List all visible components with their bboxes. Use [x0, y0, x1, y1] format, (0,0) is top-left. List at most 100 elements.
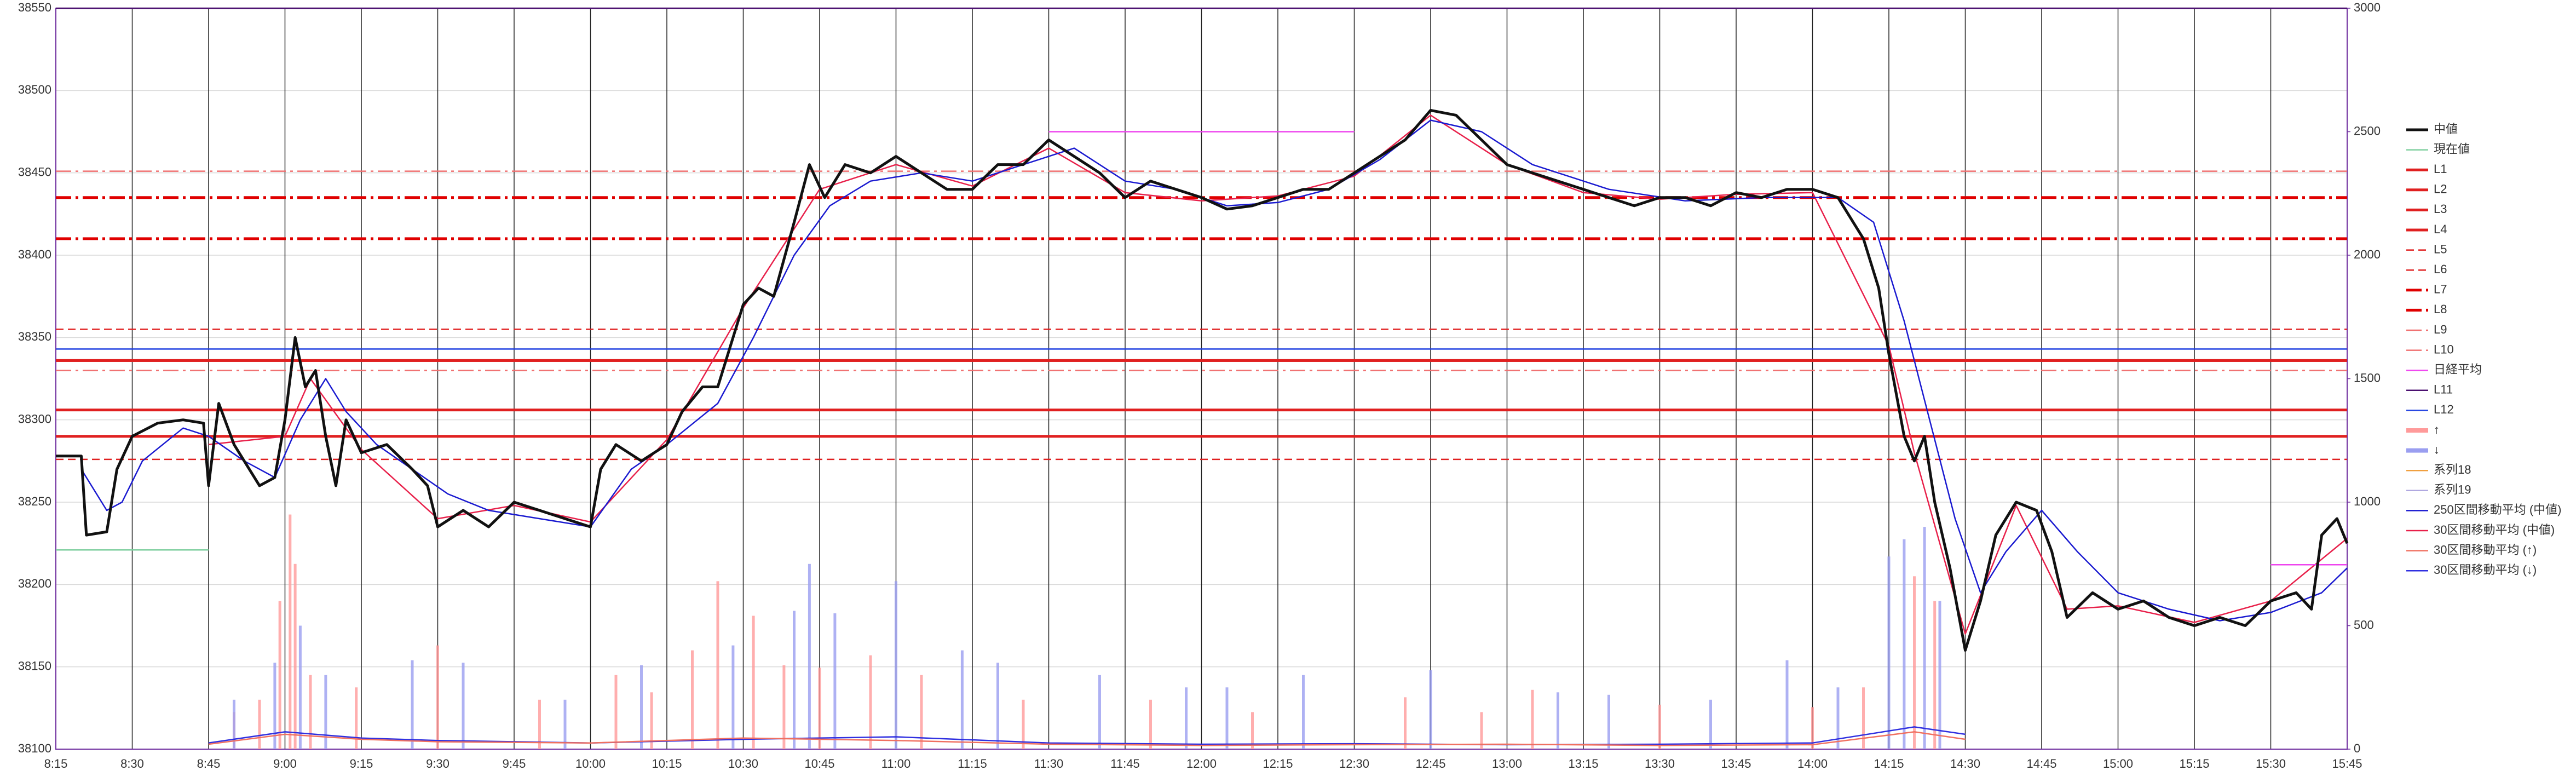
x-tick-label: 10:15 [652, 757, 682, 771]
volume-bar [1887, 556, 1891, 749]
volume-bar [293, 564, 297, 749]
legend-label: L1 [2434, 162, 2447, 176]
y2-tick-label: 3000 [2354, 1, 2381, 14]
volume-bar [1429, 670, 1432, 749]
legend-label: 30区間移動平均 (↓) [2434, 563, 2537, 577]
y-tick-label: 38300 [18, 412, 51, 426]
volume-bar [1903, 539, 1906, 749]
x-tick-label: 9:45 [503, 757, 526, 771]
volume-bar [1302, 675, 1305, 749]
volume-bar [1531, 689, 1534, 749]
volume-bar [1938, 601, 1941, 749]
legend-swatch [2406, 448, 2428, 453]
x-tick-label: 15:45 [2332, 757, 2362, 771]
volume-bar [1933, 601, 1937, 749]
series-line [1048, 131, 2347, 566]
volume-bar [233, 699, 235, 749]
x-tick-label: 14:45 [2026, 757, 2056, 771]
legend-label: L2 [2434, 182, 2447, 196]
y-tick-label: 38400 [18, 248, 51, 261]
volume-bar [289, 514, 292, 749]
legend-swatch [2406, 428, 2428, 433]
volume-bar [278, 601, 281, 749]
x-tick-label: 13:00 [1492, 757, 1522, 771]
series-line [56, 108, 2349, 652]
x-tick-label: 12:00 [1186, 757, 1217, 771]
volume-bar [614, 675, 618, 749]
volume-bar [1557, 692, 1559, 749]
x-tick-label: 13:45 [1721, 757, 1751, 771]
legend-label: L11 [2434, 383, 2453, 396]
legend-label: 系列18 [2434, 463, 2471, 476]
x-tick-label: 11:45 [1110, 757, 1139, 771]
legend-label: L9 [2434, 323, 2447, 336]
legend-label: L6 [2434, 262, 2447, 276]
y-tick-label: 38100 [18, 741, 51, 755]
legend-label: 系列19 [2434, 483, 2471, 497]
volume-bar [324, 675, 327, 749]
legend-label: L7 [2434, 283, 2447, 296]
y-tick-label: 38350 [18, 330, 51, 343]
volume-bar [273, 663, 276, 749]
volume-bar [895, 581, 897, 749]
legend-label: ↑ [2434, 423, 2440, 436]
legend-label: 30区間移動平均 (↑) [2434, 543, 2537, 556]
volume-bar [1185, 687, 1188, 749]
volume-bar [691, 650, 694, 749]
legend-label: 現在値 [2434, 142, 2470, 156]
x-tick-label: 10:45 [804, 757, 834, 771]
legend-label: 日経平均 [2434, 363, 2482, 376]
x-tick-label: 9:30 [426, 757, 449, 771]
x-tick-label: 14:00 [1797, 757, 1828, 771]
volume-bar [782, 665, 786, 749]
x-tick-label: 8:30 [120, 757, 144, 771]
x-tick-label: 12:30 [1339, 757, 1369, 771]
x-tick-label: 15:15 [2179, 757, 2209, 771]
volume-bar [752, 616, 755, 749]
x-tick-label: 13:30 [1645, 757, 1675, 771]
x-tick-label: 15:30 [2256, 757, 2286, 771]
volume-bar [563, 699, 567, 749]
x-tick-label: 11:00 [881, 757, 910, 771]
volume-bar [1225, 687, 1229, 749]
y2-tick-label: 0 [2354, 741, 2360, 755]
legend-label: ↓ [2434, 442, 2440, 456]
x-tick-label: 12:45 [1415, 757, 1445, 771]
x-tick-label: 8:45 [197, 757, 221, 771]
volume-bar [1913, 576, 1916, 749]
x-tick-label: 10:00 [575, 757, 606, 771]
x-tick-label: 14:15 [1874, 757, 1904, 771]
volume-bar [818, 668, 821, 749]
y-tick-label: 38250 [18, 495, 51, 508]
volume-bar [716, 581, 719, 749]
y-tick-label: 38500 [18, 83, 51, 96]
x-tick-label: 13:15 [1568, 757, 1598, 771]
series-line [208, 114, 2348, 635]
x-tick-label: 15:00 [2103, 757, 2133, 771]
volume-bar [1923, 527, 1926, 749]
x-tick-label: 12:15 [1263, 757, 1293, 771]
x-tick-label: 9:00 [273, 757, 297, 771]
volume-bar [960, 650, 964, 749]
volume-bar [793, 611, 796, 749]
volume-bar [920, 675, 923, 749]
volume-bar [808, 564, 811, 749]
legend-label: 30区間移動平均 (中値) [2434, 523, 2555, 537]
series-line [208, 726, 1966, 746]
y-tick-label: 38150 [18, 659, 51, 672]
volume-bar [1098, 675, 1101, 749]
x-tick-label: 14:30 [1950, 757, 1980, 771]
legend-label: 中値 [2434, 122, 2458, 136]
volume-bar [538, 699, 541, 749]
legend-label: L5 [2434, 242, 2447, 256]
volume-bar [869, 655, 872, 749]
volume-bar [1836, 687, 1840, 749]
volume-bar [1709, 699, 1712, 749]
legend-label: L4 [2434, 222, 2447, 236]
volume-bar [650, 692, 653, 749]
volume-bar [1022, 699, 1025, 749]
volume-bar [1862, 687, 1865, 749]
y2-tick-label: 500 [2354, 618, 2374, 631]
